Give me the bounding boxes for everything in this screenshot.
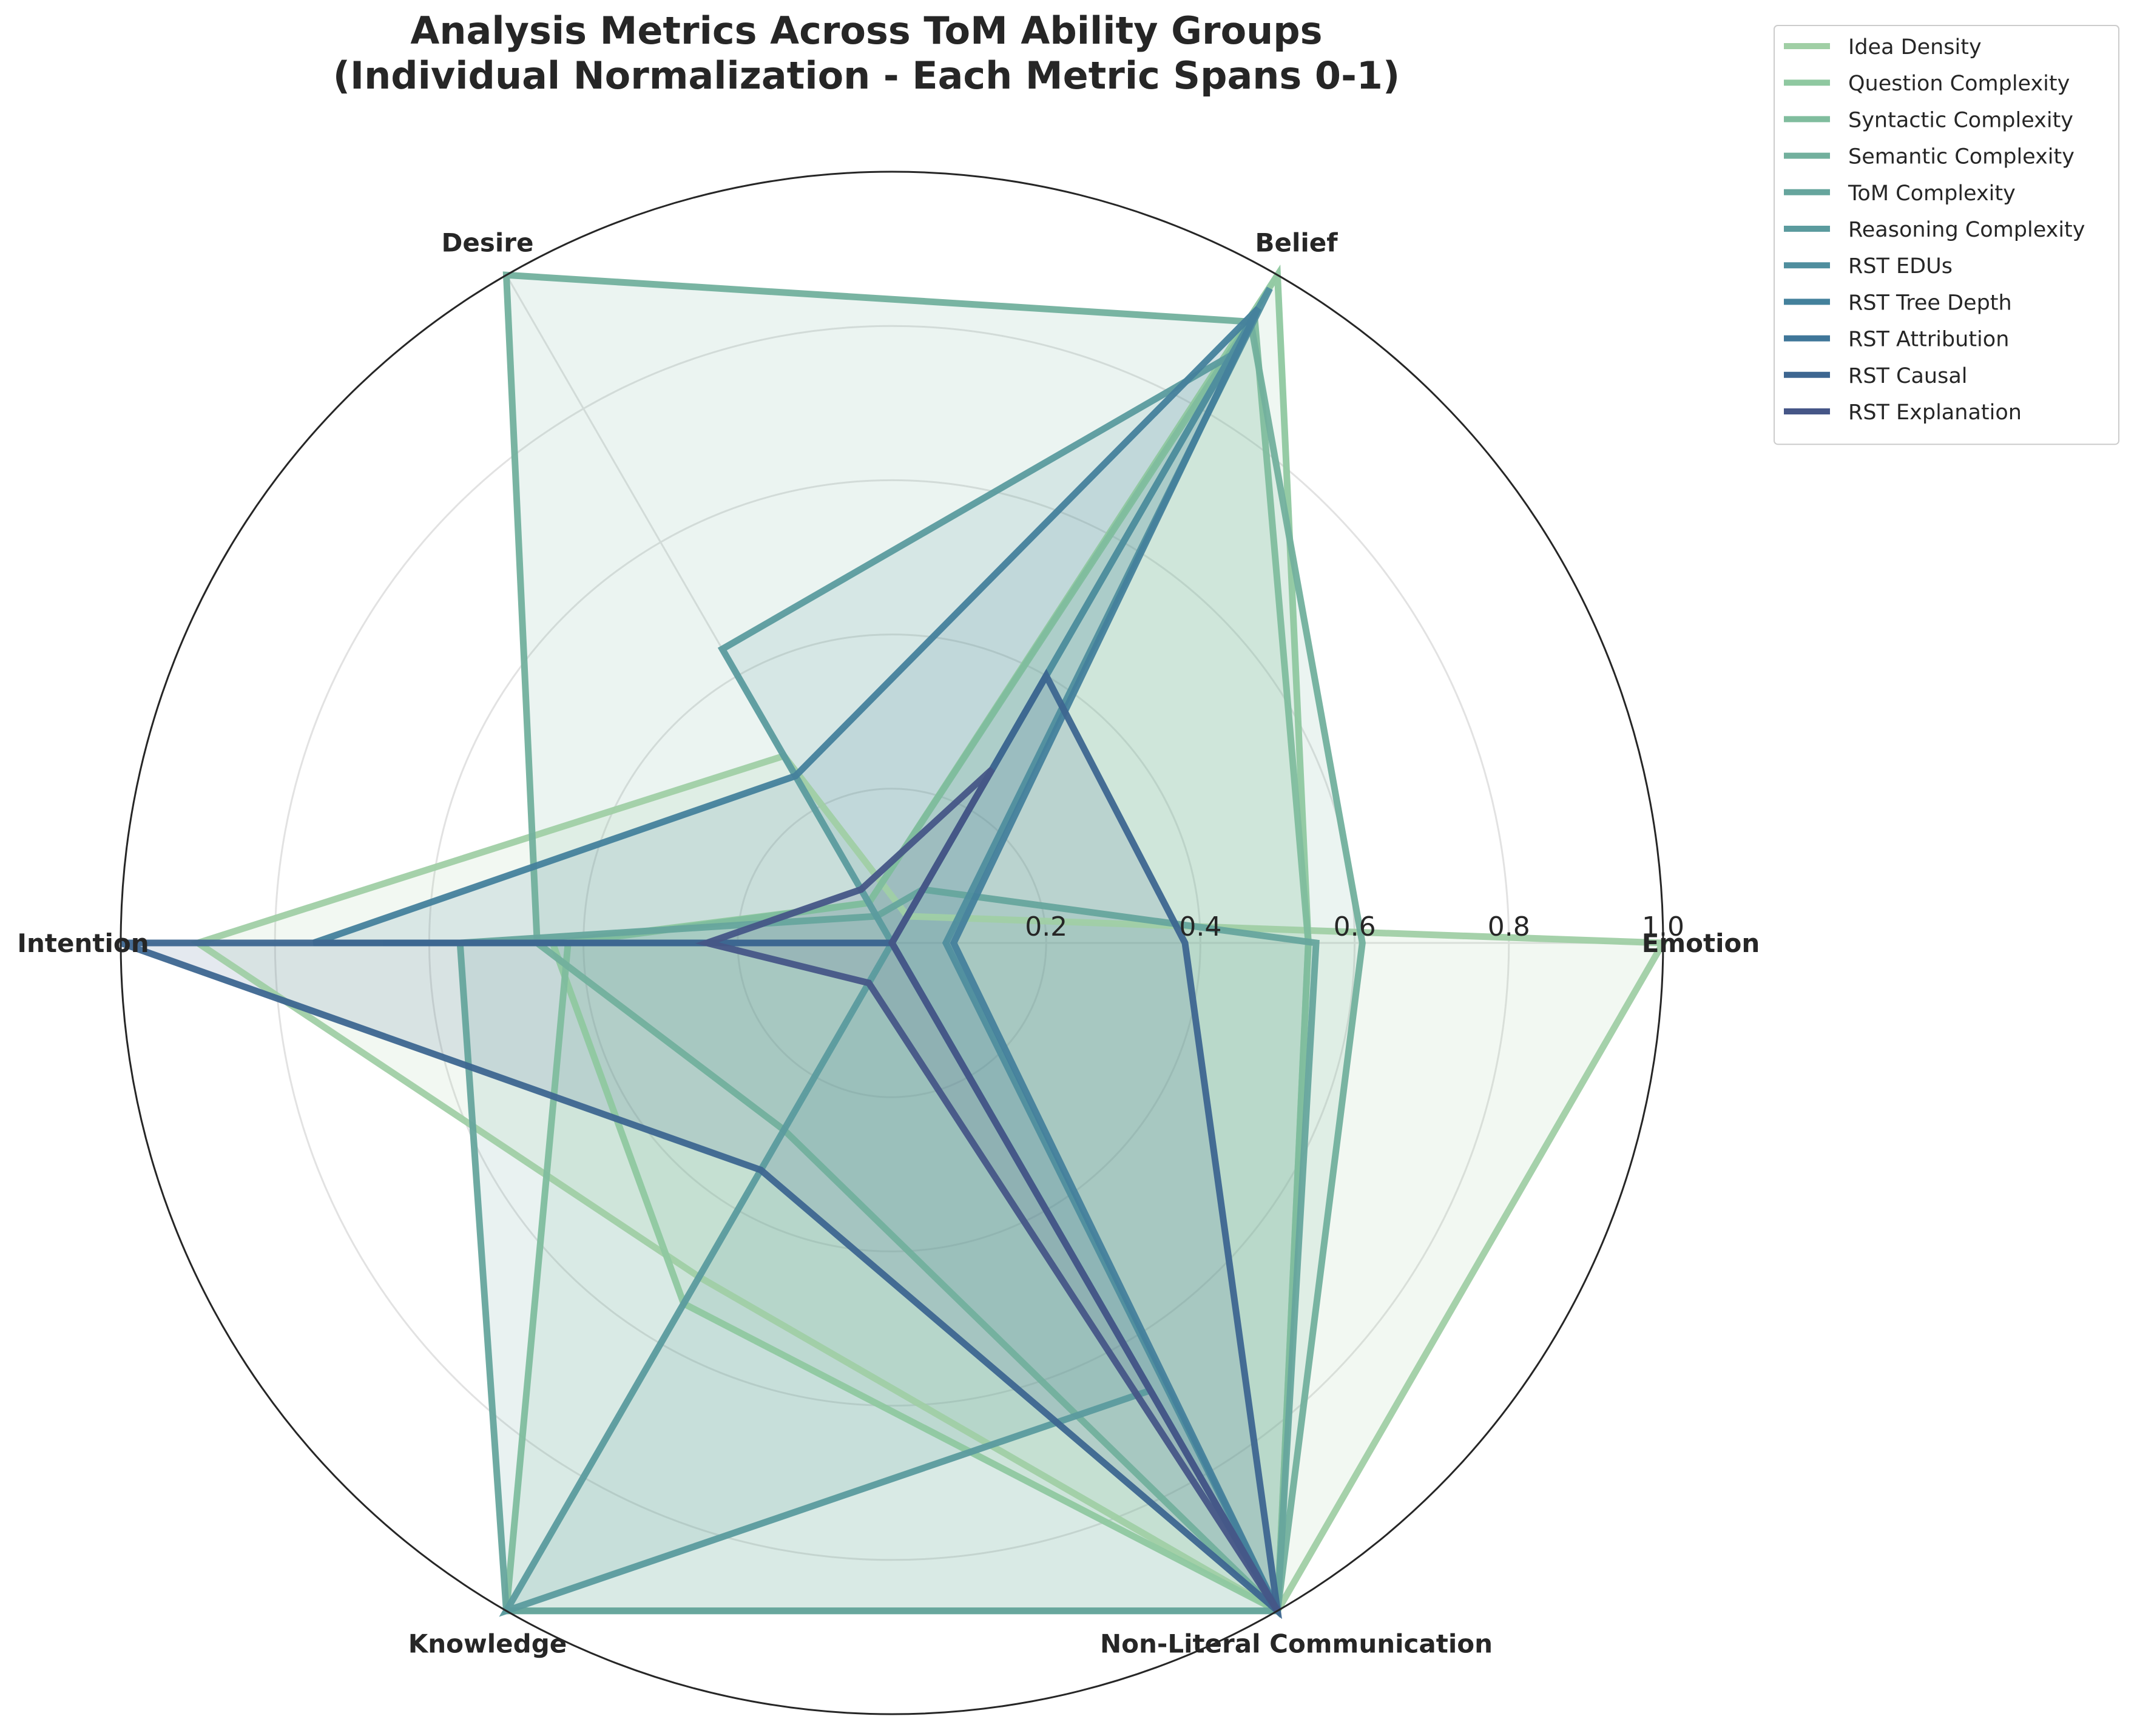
outer-circle (120, 171, 1664, 1715)
legend-label-question-complexity: Question Complexity (1848, 72, 2070, 96)
legend: Idea Density Question Complexity Syntactic… (1774, 25, 2119, 445)
legend-label-idea-density: Idea Density (1848, 35, 1982, 59)
outer-frame (120, 171, 1664, 1715)
legend-box (1774, 25, 2119, 445)
radial-tick-label-2: 0.6 (1334, 911, 1376, 942)
legend-label-rst-edus: RST EDUs (1848, 254, 1953, 279)
axis-label-desire: Desire (442, 228, 534, 258)
legend-label-rst-attribution: RST Attribution (1848, 328, 2009, 352)
series-polygons (120, 264, 1669, 1619)
radial-tick-labels: 0.2 0.4 0.6 0.8 1.0 (1025, 911, 1684, 942)
legend-label-rst-explanation: RST Explanation (1848, 400, 2022, 425)
legend-label-reasoning-complexity: Reasoning Complexity (1848, 218, 2085, 242)
category-labels: Emotion Belief Desire Intention Knowledge Non… (17, 228, 1760, 1659)
series-fill-tom-complexity (460, 889, 1317, 1611)
radial-tick-label-3: 0.8 (1488, 911, 1530, 942)
radial-tick-label-4: 1.0 (1642, 911, 1684, 942)
radial-tick-label-1: 0.4 (1179, 911, 1221, 942)
legend-label-rst-causal: RST Causal (1848, 364, 1968, 388)
chart-title-line-1: Analysis Metrics Across ToM Ability Grou… (410, 8, 1322, 53)
legend-label-semantic-complexity: Semantic Complexity (1848, 145, 2075, 169)
legend-label-rst-tree-depth: RST Tree Depth (1848, 291, 2012, 315)
axis-label-knowledge: Knowledge (408, 1629, 567, 1658)
axis-label-belief: Belief (1255, 228, 1338, 258)
axis-label-intention: Intention (17, 928, 149, 958)
axis-label-non-literal-communication: Non-Literal Communication (1100, 1629, 1493, 1658)
series-fill-rst-causal (121, 675, 1278, 1611)
chart-title-line-2: (Individual Normalization - Each Metric … (333, 53, 1400, 98)
series-fill-question-complexity (552, 275, 1309, 1611)
radial-tick-label-0: 0.2 (1025, 911, 1067, 942)
legend-label-syntactic-complexity: Syntactic Complexity (1848, 108, 2073, 132)
axis-label-emotion: Emotion (1642, 928, 1760, 958)
series-fill-rst-tree-depth (313, 308, 1278, 1611)
legend-label-tom-complexity: ToM Complexity (1848, 181, 2016, 206)
series-fill-semantic-complexity (506, 275, 1363, 1611)
